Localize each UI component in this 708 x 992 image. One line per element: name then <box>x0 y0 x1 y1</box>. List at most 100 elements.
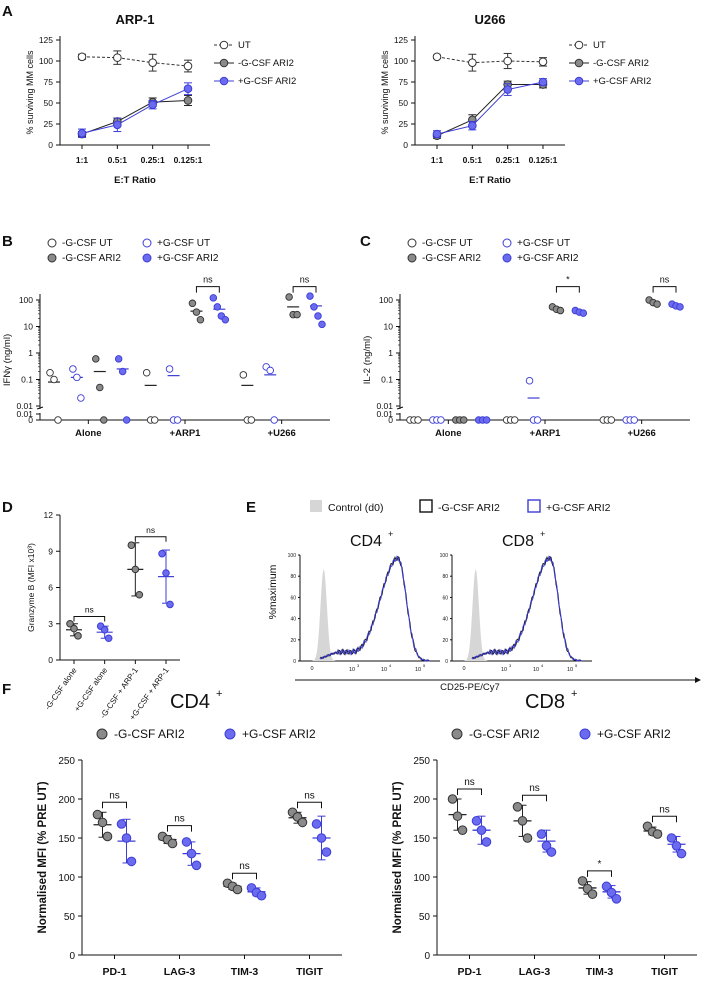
x-tick-label: 0.5:1 <box>108 155 128 165</box>
data-point <box>150 416 159 424</box>
data-point <box>503 56 512 66</box>
data-point <box>142 368 151 377</box>
x-tick-label: TIGIT <box>651 966 678 978</box>
significance-label: ns <box>464 777 475 788</box>
x-tick-exponent: 3 <box>509 663 512 668</box>
legend-label: UT <box>593 40 606 51</box>
legend-label: +G-CSF ARI2 <box>242 727 316 741</box>
data-point <box>546 847 557 857</box>
data-point <box>239 371 248 379</box>
chart-title-superscript: + <box>571 688 577 700</box>
y-axis-label: IFNγ (ng/ml) <box>2 334 13 386</box>
y-tick-label: 12 <box>44 510 54 520</box>
data-point <box>96 383 104 392</box>
data-point <box>314 312 322 320</box>
x-tick-label: Alone <box>435 428 461 439</box>
y-tick-label: 0.01 <box>376 409 393 419</box>
significance-bracket <box>587 870 612 877</box>
data-point <box>503 85 512 94</box>
data-point <box>148 100 157 109</box>
significance-label: ns <box>300 275 310 285</box>
y-axis-label: Normalised MFI (% PRE UT) <box>37 781 49 933</box>
data-point <box>54 416 62 424</box>
x-tick-label: 1:1 <box>431 155 444 165</box>
series-line <box>436 56 544 64</box>
data-point <box>652 829 663 839</box>
x-tick-exponent: 4 <box>541 663 544 668</box>
data-point <box>310 303 318 311</box>
data-point <box>100 625 109 634</box>
data-point <box>188 299 197 308</box>
data-point <box>471 816 482 826</box>
data-point <box>46 368 54 377</box>
y-tick-label: 50 <box>419 912 431 923</box>
legend-label: -G-CSF ARI2 <box>422 253 481 264</box>
legend-label: +G-CSF ARI2 <box>597 727 671 741</box>
x-tick-label: PD-1 <box>458 966 482 978</box>
y-tick-label: 0 <box>424 951 430 962</box>
x-tick-label: PD-1 <box>103 966 127 978</box>
data-point <box>676 848 687 859</box>
data-point <box>676 303 684 311</box>
series-line <box>436 81 544 135</box>
y-tick-label: 3 <box>48 619 53 629</box>
legend-label: -G-CSF ARI2 <box>238 58 294 69</box>
x-tick-label: 0.5:1 <box>463 155 483 165</box>
significance-bracket <box>292 286 317 293</box>
x-tick-label: +U266 <box>268 428 296 439</box>
data-point <box>606 887 617 898</box>
y-tick-label: 100 <box>19 295 33 305</box>
legend-label: -G-CSF ARI2 <box>469 727 540 741</box>
significance-bracket <box>195 286 220 293</box>
y-tick-label: 250 <box>413 756 430 767</box>
data-point <box>221 315 230 324</box>
histogram-title-superscript: + <box>388 529 393 539</box>
series-line <box>81 88 189 134</box>
panel-label-b: B <box>2 233 13 250</box>
legend-marker <box>451 728 463 740</box>
y-tick-label: 0 <box>48 655 53 665</box>
data-point <box>186 848 197 859</box>
legend-label: +G-CSF ARI2 <box>546 502 611 514</box>
data-point <box>158 549 166 558</box>
data-point <box>70 624 78 633</box>
series-line <box>81 99 189 135</box>
x-tick-label: 0.125:1 <box>174 155 203 165</box>
y-tick-label: 0 <box>403 140 408 150</box>
data-point <box>666 833 677 843</box>
y-axis-label: % surviving MM cells <box>380 50 390 135</box>
y-tick-label: 75 <box>44 77 54 87</box>
y-tick-label: 0 <box>388 415 393 425</box>
data-point <box>50 375 58 384</box>
significance-label: * <box>566 275 570 285</box>
data-point <box>538 77 548 87</box>
axis-break <box>396 406 404 410</box>
x-tick-exponent: 5 <box>423 663 426 668</box>
chart-title: CD4 <box>170 691 210 713</box>
data-point <box>653 300 661 308</box>
y-tick-label: 100 <box>58 873 75 884</box>
data-point <box>630 416 638 424</box>
y-axis-label: % surviving MM cells <box>25 50 35 135</box>
x-tick-label: TIGIT <box>296 966 323 978</box>
x-axis-label: E:T Ratio <box>469 175 511 186</box>
data-point <box>517 816 528 826</box>
y-tick-label: 20 <box>442 638 448 644</box>
control-histogram <box>312 569 342 661</box>
significance-bracket <box>232 872 257 880</box>
x-tick-label: LAG-3 <box>164 966 196 978</box>
y-tick-label: 25 <box>399 119 409 129</box>
x-tick-label: 0.25:1 <box>141 155 165 165</box>
data-point <box>468 121 477 130</box>
data-point <box>293 310 301 319</box>
panel-label-d: D <box>2 499 13 516</box>
data-point <box>512 802 523 812</box>
data-point <box>191 860 202 871</box>
legend-marker <box>579 728 591 740</box>
data-point <box>601 881 612 892</box>
data-point <box>77 394 85 402</box>
y-tick-label: 50 <box>44 98 54 108</box>
significance-bracket <box>167 825 192 832</box>
data-point <box>318 320 326 329</box>
